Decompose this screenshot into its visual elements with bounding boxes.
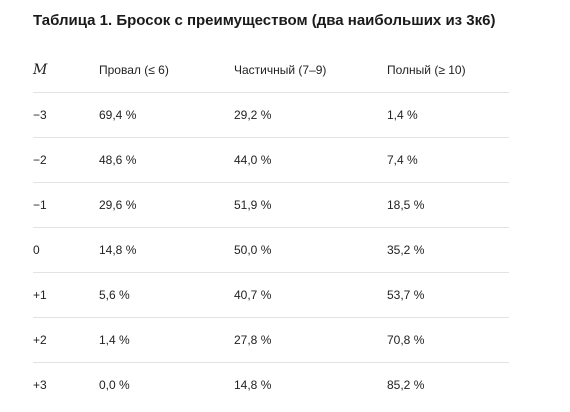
table-row: 0 14,8 % 50,0 % 35,2 % bbox=[33, 227, 509, 273]
table-row: −1 29,6 % 51,9 % 18,5 % bbox=[33, 182, 509, 228]
cell-fail: 0,0 % bbox=[99, 378, 130, 392]
cell-partial: 51,9 % bbox=[234, 182, 387, 228]
cell-modifier: +1 bbox=[33, 272, 99, 318]
cell-full: 7,4 % bbox=[387, 137, 509, 183]
table-row: +3 0,0 % 14,8 % 85,2 % bbox=[33, 363, 509, 408]
header-fail: Провал (≤ 6) bbox=[99, 48, 234, 93]
cell-fail: 1,4 % bbox=[99, 317, 234, 363]
cell-modifier: −3 bbox=[33, 92, 99, 138]
cell-partial: 29,2 % bbox=[234, 92, 387, 138]
cell-full: 35,2 % bbox=[387, 227, 509, 273]
table-header-row: M Провал (≤ 6) Частичный (7–9) Полный (≥… bbox=[33, 48, 509, 93]
header-partial: Частичный (7–9) bbox=[234, 48, 387, 93]
table-row: −3 69,4 % 29,2 % 1,4 % bbox=[33, 92, 509, 138]
cell-full: 1,4 % bbox=[387, 92, 509, 138]
cell-partial: 50,0 % bbox=[234, 227, 387, 273]
table-row: +1 5,6 % 40,7 % 53,7 % bbox=[33, 272, 509, 318]
cell-fail: 29,6 % bbox=[99, 182, 234, 228]
header-modifier: M bbox=[33, 48, 99, 93]
cell-partial: 14,8 % bbox=[234, 378, 272, 392]
table-caption: Таблица 1. Бросок с преимуществом (два н… bbox=[33, 12, 496, 29]
header-full: Полный (≥ 10) bbox=[387, 48, 509, 93]
cell-full: 85,2 % bbox=[387, 378, 425, 392]
cell-fail: 69,4 % bbox=[99, 92, 234, 138]
cell-fail: 14,8 % bbox=[99, 227, 234, 273]
probability-table: M Провал (≤ 6) Частичный (7–9) Полный (≥… bbox=[33, 48, 509, 407]
cell-full: 53,7 % bbox=[387, 272, 509, 318]
cell-fail: 48,6 % bbox=[99, 137, 234, 183]
cell-fail: 5,6 % bbox=[99, 272, 234, 318]
cell-modifier: +3 bbox=[33, 378, 47, 392]
cell-modifier: +2 bbox=[33, 317, 99, 363]
cell-partial: 27,8 % bbox=[234, 317, 387, 363]
cell-modifier: −1 bbox=[33, 182, 99, 228]
cell-modifier: 0 bbox=[33, 227, 99, 273]
cell-partial: 44,0 % bbox=[234, 137, 387, 183]
cell-partial: 40,7 % bbox=[234, 272, 387, 318]
cell-full: 70,8 % bbox=[387, 317, 509, 363]
table-row: −2 48,6 % 44,0 % 7,4 % bbox=[33, 137, 509, 183]
cell-full: 18,5 % bbox=[387, 182, 509, 228]
cell-modifier: −2 bbox=[33, 137, 99, 183]
table-row: +2 1,4 % 27,8 % 70,8 % bbox=[33, 317, 509, 363]
